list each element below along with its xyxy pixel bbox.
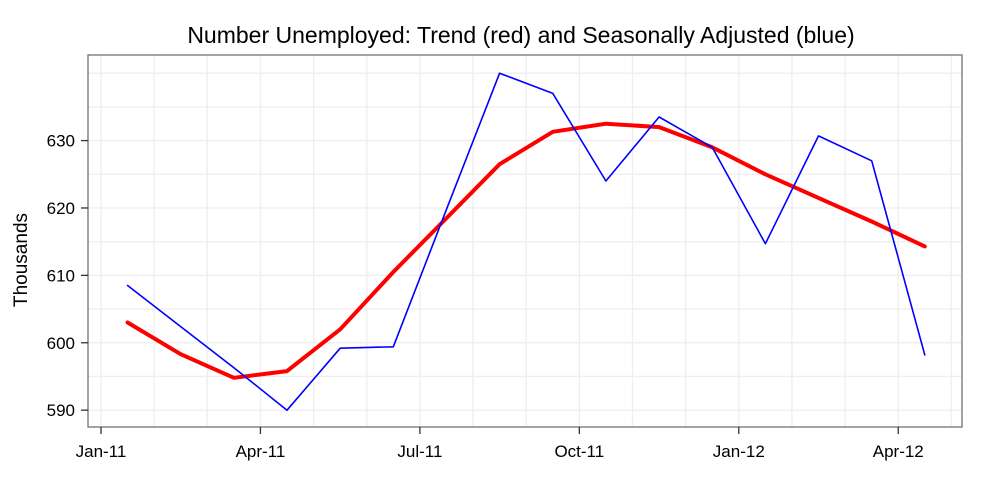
x-tick-label: Jan-11 xyxy=(76,442,127,461)
y-tick-label: 600 xyxy=(47,334,75,353)
x-tick-label: Jan-12 xyxy=(713,442,765,461)
trend-line xyxy=(125,121,927,380)
plot-border xyxy=(87,54,963,428)
seasonally-adjusted-line xyxy=(126,72,926,412)
y-axis-title: Thousands xyxy=(11,213,32,307)
axis-ticks xyxy=(81,139,899,434)
x-tick-label: Jul-11 xyxy=(397,442,442,461)
y-axis-labels: 590 600 610 620 630 xyxy=(47,132,75,421)
x-tick-label: Apr-12 xyxy=(873,442,924,461)
gridlines xyxy=(88,55,962,427)
y-tick-label: 630 xyxy=(47,132,75,151)
y-tick-label: 610 xyxy=(47,266,75,285)
x-tick-label: Oct-11 xyxy=(554,442,604,461)
x-tick-label: Apr-11 xyxy=(236,442,286,461)
y-tick-label: 620 xyxy=(47,199,75,218)
series-lines xyxy=(125,72,927,412)
y-tick-label: 590 xyxy=(47,401,75,420)
x-axis-labels: Jan-11 Apr-11 Jul-11 Oct-11 Jan-12 Apr-12 xyxy=(76,442,924,461)
chart-title: Number Unemployed: Trend (red) and Seaso… xyxy=(187,22,854,48)
